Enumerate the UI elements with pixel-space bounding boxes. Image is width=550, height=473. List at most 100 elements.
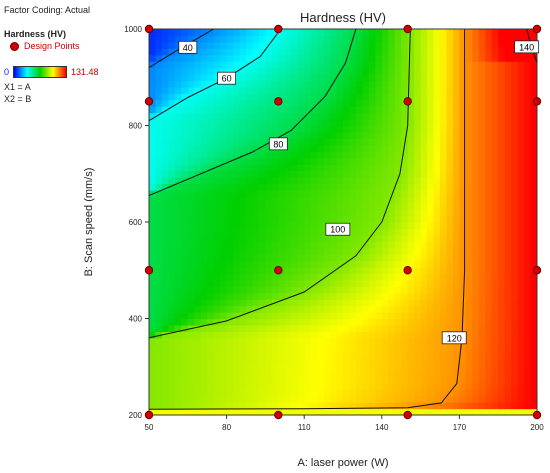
heat-cell [472, 395, 480, 403]
heat-cell [362, 286, 370, 294]
heat-cell [530, 241, 537, 249]
heat-cell [504, 286, 512, 294]
heat-cell [310, 402, 318, 410]
heat-cell [246, 273, 254, 281]
heat-cell [388, 170, 396, 178]
heat-cell [226, 176, 234, 184]
heat-cell [246, 80, 254, 88]
heat-cell [330, 344, 338, 352]
heat-cell [465, 202, 473, 210]
heat-cell [291, 279, 299, 287]
heat-cell [472, 183, 480, 191]
heat-cell [343, 170, 351, 178]
heat-cell [252, 247, 260, 255]
heat-cell [362, 267, 370, 275]
heat-cell [213, 318, 221, 326]
heat-cell [265, 254, 273, 262]
heat-cell [394, 299, 402, 307]
heat-cell [207, 382, 215, 390]
heat-cell [388, 61, 396, 69]
heat-cell [330, 254, 338, 262]
heat-cell [414, 170, 422, 178]
heat-cell [155, 202, 163, 210]
heat-cell [498, 131, 506, 139]
heat-cell [291, 222, 299, 230]
heat-cell [291, 234, 299, 242]
heat-cell [278, 402, 286, 410]
heat-cell [336, 299, 344, 307]
heat-cell [336, 318, 344, 326]
heat-cell [498, 196, 506, 204]
heat-cell [349, 209, 357, 217]
heat-cell [187, 234, 195, 242]
heat-cell [343, 337, 351, 345]
heat-cell [226, 209, 234, 217]
heat-cell [491, 164, 499, 172]
heat-cell [155, 67, 163, 75]
heat-cell [323, 35, 331, 43]
heat-cell [349, 164, 357, 172]
heat-cell [472, 196, 480, 204]
heat-cell [155, 408, 163, 415]
heat-cell [284, 125, 292, 133]
heat-cell [317, 176, 325, 184]
heat-cell [511, 112, 519, 120]
heat-cell [524, 395, 532, 403]
heat-cell [407, 279, 415, 287]
heat-cell [323, 189, 331, 197]
heat-cell [265, 131, 273, 139]
heat-cell [498, 279, 506, 287]
heat-cell [433, 106, 441, 114]
heat-cell [317, 106, 325, 114]
heat-cell [194, 29, 202, 37]
heat-cell [291, 324, 299, 332]
heat-cell [485, 402, 493, 410]
heat-cell [343, 80, 351, 88]
heat-cell [401, 183, 409, 191]
heat-cell [181, 363, 189, 371]
heat-cell [297, 247, 305, 255]
heat-cell [427, 106, 435, 114]
heat-cell [362, 260, 370, 268]
heat-cell [517, 228, 525, 236]
heat-cell [388, 344, 396, 352]
heat-cell [336, 247, 344, 255]
heat-cell [524, 234, 532, 242]
heat-cell [388, 241, 396, 249]
heat-cell [524, 151, 532, 159]
heat-cell [511, 408, 519, 415]
heat-cell [200, 247, 208, 255]
heat-cell [213, 189, 221, 197]
heat-cell [343, 196, 351, 204]
heat-cell [465, 382, 473, 390]
heat-cell [355, 382, 363, 390]
heat-cell [161, 164, 169, 172]
heat-cell [498, 157, 506, 165]
heat-cell [375, 202, 383, 210]
heat-cell [472, 54, 480, 62]
heat-cell [220, 305, 228, 313]
heat-cell [355, 260, 363, 268]
heat-cell [517, 176, 525, 184]
heat-cell [498, 170, 506, 178]
heat-cell [246, 61, 254, 69]
heat-cell [258, 99, 266, 107]
heat-cell [155, 125, 163, 133]
heat-cell [414, 202, 422, 210]
heat-cell [207, 299, 215, 307]
heat-cell [174, 376, 182, 384]
heat-cell [246, 267, 254, 275]
heat-cell [530, 324, 537, 332]
heat-cell [304, 254, 312, 262]
heat-cell [310, 144, 318, 152]
heat-cell [271, 363, 279, 371]
heat-cell [375, 382, 383, 390]
heat-cell [330, 86, 338, 94]
heat-cell [427, 299, 435, 307]
heat-cell [517, 74, 525, 82]
heat-cell [498, 222, 506, 230]
heat-cell [284, 292, 292, 300]
heat-cell [401, 80, 409, 88]
heat-cell [265, 125, 273, 133]
heat-cell [278, 389, 286, 397]
